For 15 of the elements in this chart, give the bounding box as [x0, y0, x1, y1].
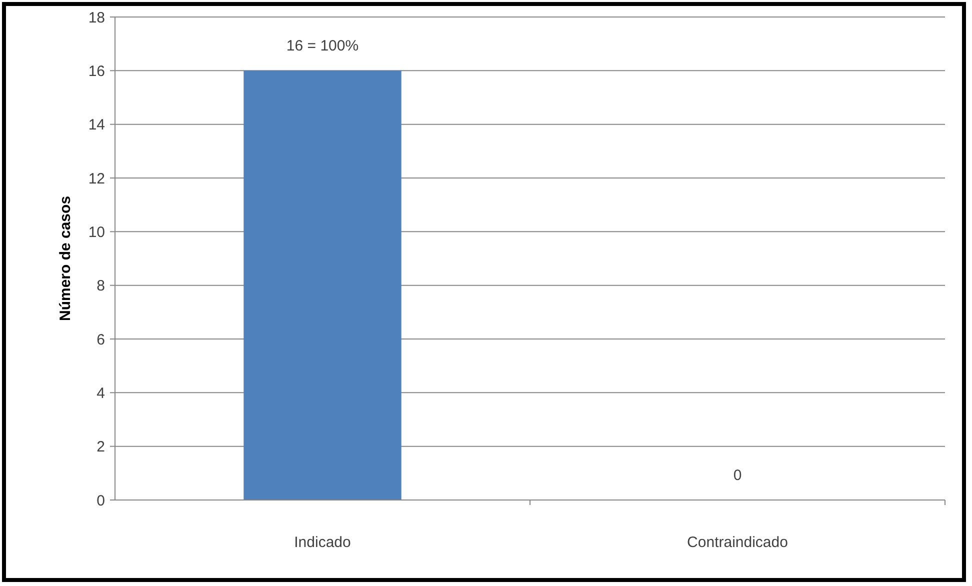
y-tick-label: 16 [88, 62, 105, 80]
y-tick-label: 14 [88, 116, 105, 134]
y-tick-label: 18 [88, 9, 105, 26]
x-tick-label: Indicado [294, 534, 351, 551]
y-tick-label: 0 [96, 492, 105, 510]
y-tick-label: 8 [96, 278, 105, 295]
y-axis-title: Número de casos [57, 196, 74, 322]
x-tick-label: Contraindicado [687, 534, 788, 551]
data-label: 16 = 100% [286, 38, 359, 55]
data-label: 0 [733, 467, 742, 484]
y-tick-label: 4 [96, 384, 105, 402]
y-tick-label: 6 [96, 331, 105, 348]
y-tick-label: 12 [88, 170, 105, 188]
y-tick-label: 2 [96, 438, 105, 456]
y-tick-label: 10 [88, 224, 105, 241]
